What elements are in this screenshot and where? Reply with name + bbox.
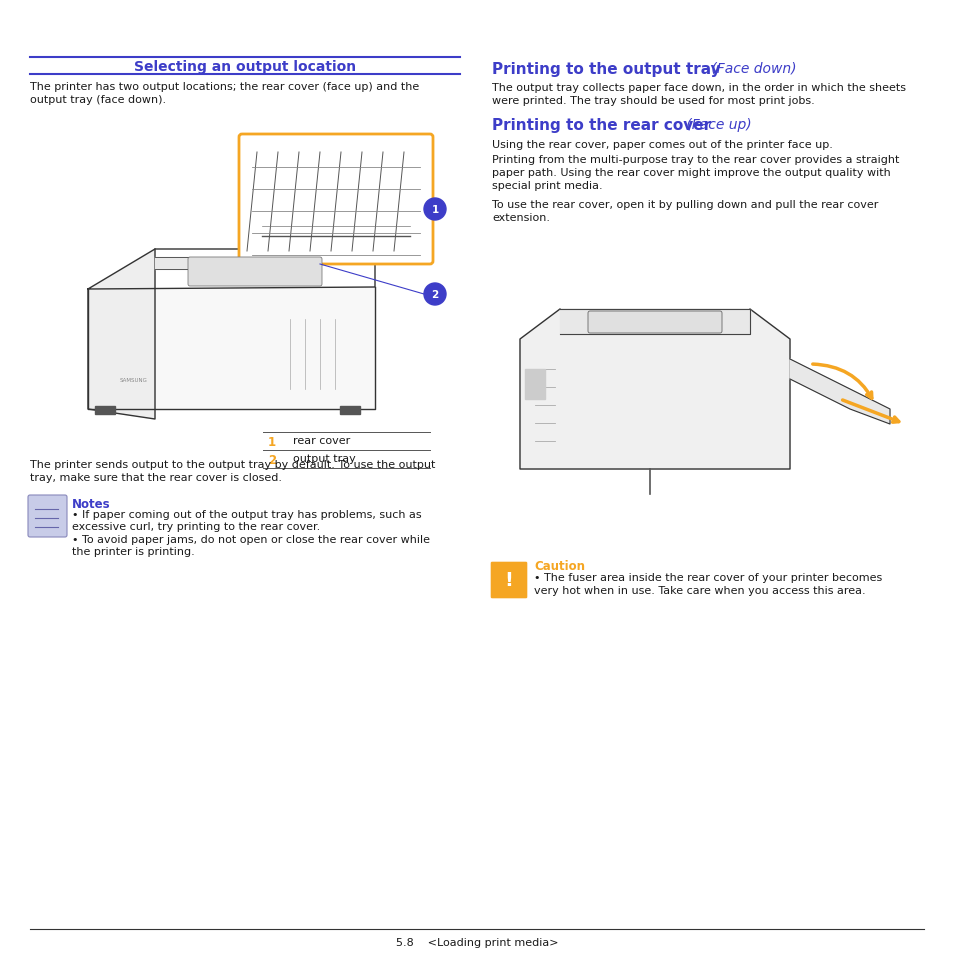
Text: The printer has two output locations; the rear cover (face up) and the
output tr: The printer has two output locations; th… xyxy=(30,82,418,105)
Text: 5.8    <Loading print media>: 5.8 <Loading print media> xyxy=(395,937,558,947)
Circle shape xyxy=(423,199,446,221)
Text: 2: 2 xyxy=(431,290,438,299)
Text: The output tray collects paper face down, in the order in which the sheets
were : The output tray collects paper face down… xyxy=(492,83,905,106)
Text: Caution: Caution xyxy=(534,559,584,573)
FancyBboxPatch shape xyxy=(239,135,433,265)
Bar xyxy=(95,407,115,415)
Polygon shape xyxy=(88,288,375,410)
FancyBboxPatch shape xyxy=(587,312,721,334)
Text: Using the rear cover, paper comes out of the printer face up.: Using the rear cover, paper comes out of… xyxy=(492,140,832,150)
Text: rear cover: rear cover xyxy=(293,436,350,446)
Text: The printer sends output to the output tray by default. To use the output
tray, : The printer sends output to the output t… xyxy=(30,459,435,482)
Text: (Face up): (Face up) xyxy=(681,118,751,132)
Text: • If paper coming out of the output tray has problems, such as
excessive curl, t: • If paper coming out of the output tray… xyxy=(71,510,421,532)
FancyBboxPatch shape xyxy=(188,257,322,287)
Text: Printing to the output tray: Printing to the output tray xyxy=(492,62,720,77)
Polygon shape xyxy=(519,310,789,470)
Text: Selecting an output location: Selecting an output location xyxy=(133,60,355,74)
Polygon shape xyxy=(260,262,310,285)
Polygon shape xyxy=(88,250,154,419)
Text: (Face down): (Face down) xyxy=(706,62,796,76)
Text: 1: 1 xyxy=(431,205,438,214)
FancyBboxPatch shape xyxy=(490,561,527,599)
FancyBboxPatch shape xyxy=(28,496,67,537)
Text: • The fuser area inside the rear cover of your printer becomes
very hot when in : • The fuser area inside the rear cover o… xyxy=(534,573,882,596)
Polygon shape xyxy=(789,359,889,424)
Bar xyxy=(339,407,359,415)
Text: 2: 2 xyxy=(268,454,275,467)
Text: To use the rear cover, open it by pulling down and pull the rear cover
extension: To use the rear cover, open it by pullin… xyxy=(492,200,878,223)
Text: !: ! xyxy=(504,571,513,590)
Text: SAMSUNG: SAMSUNG xyxy=(120,377,148,382)
Polygon shape xyxy=(559,310,749,335)
Text: Printing from the multi-purpose tray to the rear cover provides a straight
paper: Printing from the multi-purpose tray to … xyxy=(492,154,899,192)
Text: • To avoid paper jams, do not open or close the rear cover while
the printer is : • To avoid paper jams, do not open or cl… xyxy=(71,535,430,557)
Bar xyxy=(524,370,544,399)
Text: Printing to the rear cover: Printing to the rear cover xyxy=(492,118,710,132)
Text: output tray: output tray xyxy=(293,454,355,463)
Polygon shape xyxy=(154,257,319,270)
Text: 1: 1 xyxy=(268,436,275,449)
Circle shape xyxy=(423,284,446,306)
Text: Notes: Notes xyxy=(71,497,111,511)
